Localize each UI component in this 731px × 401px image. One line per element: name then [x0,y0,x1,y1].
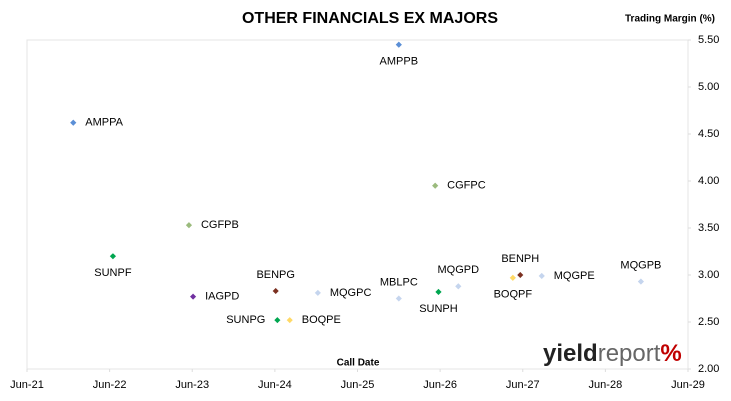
y-tick-label: 3.00 [698,269,719,281]
point-label: BENPH [501,253,539,265]
x-tick-label: Jun-27 [506,379,540,391]
x-tick-label: Jun-22 [93,379,127,391]
point-label: CGFPB [201,219,239,231]
x-tick-label: Jun-24 [258,379,292,391]
point-label: SUNPH [419,303,458,315]
x-axis-label: Call Date [337,358,380,369]
x-tick-label: Jun-25 [341,379,375,391]
point-label: CGFPC [447,180,486,192]
point-label: IAGPD [205,291,239,303]
point-label: MQGPB [620,259,661,271]
logo-mark: % [660,340,681,367]
point-label: AMPPA [85,117,123,129]
plot-area [26,39,689,370]
logo: yieldreport% [543,340,682,367]
point [394,294,403,303]
point [454,282,463,291]
y-tick-label: 4.00 [698,175,719,187]
point-label: BENPG [256,269,295,281]
point [394,40,403,49]
y-axis-label: Trading Margin (%) [625,14,715,25]
point [109,252,117,261]
point [636,277,645,286]
point [508,273,517,282]
logo-bold: yield [543,340,598,367]
point [189,292,198,301]
point [185,221,193,230]
point [516,271,525,279]
point-label: BOQPF [494,289,533,301]
y-tick-label: 3.50 [698,222,719,234]
y-tick-label: 5.00 [698,81,719,93]
x-tick-label: Jun-26 [423,379,457,391]
chart-title: OTHER FINANCIALS EX MAJORS [242,10,498,27]
x-tick-label: Jun-29 [671,379,705,391]
point-label: SUNPF [94,267,132,279]
point [313,288,322,297]
y-tick-label: 4.50 [698,128,719,140]
x-tick-label: Jun-21 [10,379,44,391]
point-label: MBLPC [380,276,418,288]
point-label: MQGPD [438,264,480,276]
point [285,316,294,325]
point-label: AMPPB [380,56,419,68]
point-label: SUNPG [226,314,265,326]
point-label: MQGPE [554,270,595,282]
point-label: BOQPE [302,314,341,326]
y-tick-label: 5.50 [698,34,719,46]
y-tick-label: 2.50 [698,316,719,328]
point-label: MQGPC [330,287,372,299]
x-tick-label: Jun-23 [175,379,209,391]
logo-light: report [598,340,661,367]
point [434,287,443,296]
point [537,272,546,280]
point [431,181,440,190]
point [271,287,280,295]
y-tick-label: 2.00 [698,363,719,375]
x-tick-label: Jun-28 [589,379,623,391]
point [69,118,78,127]
point [273,316,282,325]
